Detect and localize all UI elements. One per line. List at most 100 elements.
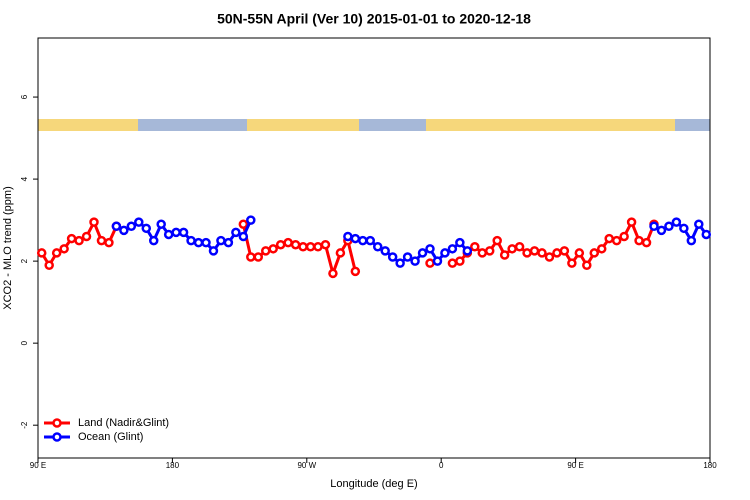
point <box>81 231 92 242</box>
point <box>537 248 547 258</box>
point <box>544 252 555 262</box>
point <box>275 239 286 250</box>
point <box>141 223 152 234</box>
point <box>216 235 226 246</box>
point <box>238 219 249 229</box>
point <box>350 233 361 244</box>
point <box>260 246 271 256</box>
point <box>246 215 256 225</box>
point <box>671 217 682 227</box>
point <box>358 235 368 246</box>
point <box>417 248 428 258</box>
point <box>596 244 607 254</box>
point <box>104 237 114 248</box>
legend-marker <box>52 432 62 442</box>
x-tick-label: 90 W <box>297 461 316 470</box>
point <box>694 219 704 229</box>
y-axis-label: XCO2 - MLO trend (ppm) <box>2 186 14 309</box>
point <box>507 244 517 254</box>
point <box>201 237 211 248</box>
point <box>343 231 353 242</box>
point <box>380 246 390 256</box>
point <box>298 242 308 252</box>
point <box>328 268 338 279</box>
point <box>372 242 383 252</box>
point <box>634 235 644 246</box>
point <box>470 242 480 252</box>
point <box>462 246 473 256</box>
point <box>432 256 443 266</box>
point <box>395 258 405 268</box>
plot-frame <box>37 37 711 459</box>
point <box>320 239 331 250</box>
point <box>223 237 234 248</box>
point <box>313 242 323 252</box>
point <box>656 225 667 236</box>
point <box>96 235 107 246</box>
y-tick-label: 2 <box>20 258 29 263</box>
point <box>89 217 99 227</box>
point <box>649 221 659 232</box>
point <box>440 248 450 258</box>
point <box>134 217 144 227</box>
point <box>44 260 54 270</box>
legend-label: Ocean (Glint) <box>78 431 143 443</box>
point <box>402 252 413 262</box>
point <box>111 221 122 232</box>
point <box>186 235 196 246</box>
point <box>66 233 77 244</box>
legend-label: Land (Nadir&Glint) <box>78 417 169 429</box>
point <box>156 219 166 229</box>
y-tick-label: -2 <box>20 421 29 429</box>
point <box>484 246 495 256</box>
point <box>305 242 316 252</box>
point <box>126 221 137 232</box>
point <box>604 233 614 244</box>
point <box>410 256 420 266</box>
point <box>589 248 600 258</box>
point <box>425 258 435 268</box>
point <box>492 235 502 246</box>
chart-title: 50N-55N April (Ver 10) 2015-01-01 to 202… <box>217 11 531 27</box>
point <box>36 248 47 258</box>
point <box>574 248 585 258</box>
x-tick-label: 90 E <box>567 461 583 470</box>
point <box>582 260 592 270</box>
point <box>701 229 712 240</box>
x-tick-label: 180 <box>166 461 180 470</box>
point <box>171 227 181 238</box>
point <box>387 252 398 262</box>
y-tick-label: 6 <box>20 94 29 99</box>
legend-marker <box>52 418 62 428</box>
point <box>74 235 84 246</box>
x-tick-label: 0 <box>439 461 444 470</box>
point <box>231 227 241 238</box>
y-tick-label: 0 <box>20 340 29 345</box>
point <box>447 258 458 268</box>
point <box>268 244 278 254</box>
point <box>59 244 69 254</box>
x-tick-label: 180 <box>703 461 717 470</box>
land-sea-strip <box>38 119 710 131</box>
point <box>611 235 622 246</box>
point <box>514 242 525 252</box>
point <box>283 237 293 248</box>
point <box>290 239 301 250</box>
point <box>529 246 540 256</box>
point <box>567 258 577 268</box>
point <box>664 221 674 232</box>
point <box>679 223 689 234</box>
point <box>178 227 189 238</box>
point <box>51 248 62 258</box>
point <box>425 244 435 254</box>
point <box>499 250 510 260</box>
point <box>335 248 346 258</box>
point <box>163 229 174 240</box>
point <box>626 217 637 227</box>
point <box>365 235 376 246</box>
point <box>477 248 488 258</box>
point <box>447 244 458 254</box>
point <box>686 235 697 246</box>
point <box>148 235 159 246</box>
